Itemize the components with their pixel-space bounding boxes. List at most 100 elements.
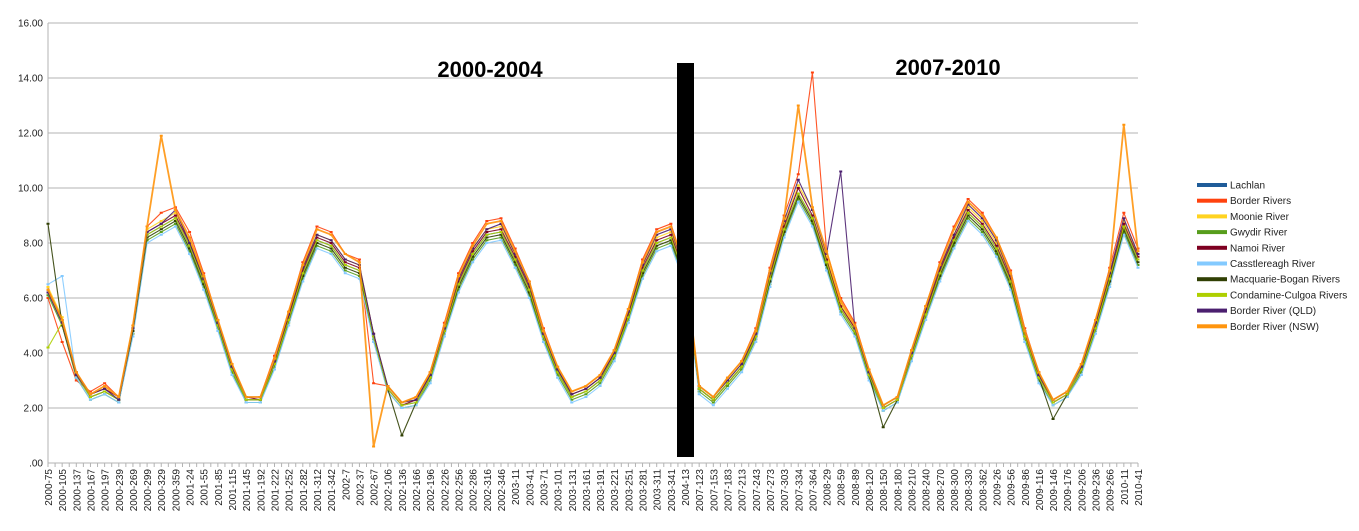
x-tick-label: 2007-123	[695, 469, 706, 512]
data-point	[556, 374, 560, 376]
data-point	[655, 250, 659, 253]
data-point	[994, 236, 998, 239]
data-point	[88, 396, 92, 398]
data-point	[329, 244, 333, 247]
data-point	[1108, 283, 1112, 286]
data-point	[711, 396, 715, 398]
data-point	[272, 357, 276, 360]
data-point	[499, 220, 503, 222]
data-point	[980, 211, 984, 214]
data-point	[1009, 272, 1013, 275]
x-tick-label: 2002-286	[469, 469, 480, 512]
data-point	[796, 192, 800, 195]
data-point	[1009, 269, 1013, 272]
data-point	[471, 261, 475, 264]
data-point	[655, 228, 659, 231]
data-point	[202, 272, 206, 275]
data-point	[131, 330, 135, 332]
data-point	[669, 228, 673, 231]
data-point	[343, 264, 347, 266]
data-point	[400, 434, 404, 437]
data-point	[457, 283, 461, 286]
data-point	[584, 385, 588, 387]
data-point	[315, 247, 319, 250]
x-axis: 2000-75 2000-105 2000-137 2000-167 2000-197 2…	[44, 462, 1145, 512]
data-point	[853, 332, 857, 335]
data-point	[1136, 253, 1140, 255]
x-tick-label: 2009-86	[1021, 469, 1032, 506]
data-point	[428, 371, 432, 374]
data-point	[740, 360, 744, 363]
data-point	[980, 228, 984, 231]
x-tick-label: 2009-206	[1077, 469, 1088, 512]
data-point	[924, 305, 928, 308]
data-point	[825, 255, 829, 258]
data-point	[825, 258, 829, 261]
x-tick-label: 2008-59	[837, 469, 848, 506]
data-point	[471, 258, 475, 261]
data-point	[103, 387, 107, 390]
data-point	[994, 255, 998, 258]
legend-label: Condamine-Culgoa Rivers	[1230, 290, 1347, 301]
x-tick-label: 2003-311	[653, 469, 664, 511]
data-point	[1122, 233, 1126, 236]
data-point	[188, 247, 192, 250]
x-tick-label: 2003-161	[582, 469, 593, 512]
data-point	[499, 217, 503, 220]
x-tick-label: 2009-26	[992, 469, 1003, 506]
data-point	[556, 371, 560, 374]
data-point	[697, 393, 701, 396]
data-point	[584, 396, 588, 398]
data-point	[74, 379, 78, 382]
data-point	[924, 313, 928, 316]
data-point	[1136, 264, 1140, 266]
series-line-border-river-qld-	[47, 170, 1139, 406]
data-point	[343, 269, 347, 272]
data-point	[825, 261, 829, 264]
data-point	[1122, 231, 1126, 233]
x-tick-label: 2001-85	[214, 469, 225, 506]
x-tick-label: 2002-196	[426, 469, 437, 512]
data-point	[810, 222, 814, 225]
x-tick-label: 2003-71	[539, 469, 550, 506]
data-point	[980, 233, 984, 236]
data-point	[173, 225, 177, 228]
period-label-2: 2007-2010	[895, 55, 1000, 80]
legend-label: Lachlan	[1230, 181, 1265, 192]
data-point	[513, 261, 517, 264]
data-point	[556, 368, 560, 371]
data-point	[881, 407, 885, 409]
x-tick-label: 2002-166	[412, 469, 423, 512]
x-tick-label: 2003-131	[568, 469, 579, 512]
data-point	[853, 335, 857, 338]
data-point	[60, 319, 64, 321]
data-point	[541, 335, 545, 338]
series-line-macquarie-bogan-rivers	[47, 195, 1139, 437]
data-point	[825, 266, 829, 269]
data-point	[527, 291, 531, 294]
data-point	[881, 426, 885, 429]
data-point	[188, 231, 192, 233]
data-point	[810, 217, 814, 220]
data-point	[910, 349, 914, 352]
data-point	[952, 228, 956, 231]
data-point	[485, 222, 489, 225]
data-point	[372, 335, 376, 338]
x-tick-label: 2000-167	[86, 469, 97, 512]
data-point	[131, 324, 135, 327]
legend-swatch	[1197, 308, 1227, 313]
data-point	[442, 335, 446, 338]
data-point	[839, 170, 843, 173]
data-point	[244, 396, 248, 398]
data-point	[400, 404, 404, 407]
data-point	[697, 385, 701, 387]
data-point	[145, 225, 149, 228]
data-point	[329, 247, 333, 250]
data-point	[669, 239, 673, 242]
data-point	[754, 332, 758, 335]
data-point	[527, 280, 531, 283]
legend-label: Gwydir River	[1230, 228, 1288, 239]
data-point	[952, 239, 956, 242]
data-point	[216, 319, 220, 321]
